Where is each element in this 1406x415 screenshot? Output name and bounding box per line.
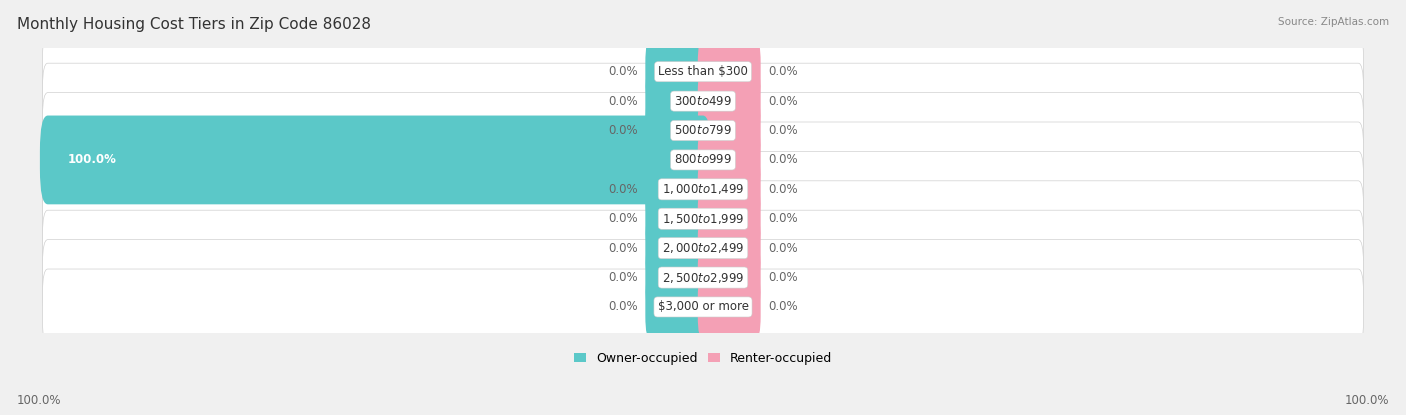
FancyBboxPatch shape — [42, 151, 1364, 227]
Text: 0.0%: 0.0% — [769, 124, 799, 137]
Text: $800 to $999: $800 to $999 — [673, 154, 733, 166]
Text: $2,500 to $2,999: $2,500 to $2,999 — [662, 271, 744, 285]
Text: 0.0%: 0.0% — [607, 65, 637, 78]
FancyBboxPatch shape — [645, 186, 709, 251]
FancyBboxPatch shape — [697, 274, 761, 339]
FancyBboxPatch shape — [42, 239, 1364, 315]
Text: 0.0%: 0.0% — [769, 212, 799, 225]
FancyBboxPatch shape — [645, 39, 709, 104]
FancyBboxPatch shape — [42, 122, 1364, 198]
Text: Less than $300: Less than $300 — [658, 65, 748, 78]
FancyBboxPatch shape — [645, 274, 709, 339]
Text: 0.0%: 0.0% — [769, 154, 799, 166]
FancyBboxPatch shape — [42, 269, 1364, 345]
FancyBboxPatch shape — [697, 68, 761, 134]
Text: 0.0%: 0.0% — [769, 271, 799, 284]
FancyBboxPatch shape — [645, 245, 709, 310]
Text: $1,500 to $1,999: $1,500 to $1,999 — [662, 212, 744, 226]
FancyBboxPatch shape — [697, 215, 761, 281]
FancyBboxPatch shape — [42, 34, 1364, 110]
Text: 100.0%: 100.0% — [67, 154, 117, 166]
FancyBboxPatch shape — [645, 157, 709, 222]
FancyBboxPatch shape — [697, 245, 761, 310]
FancyBboxPatch shape — [697, 186, 761, 251]
Text: $300 to $499: $300 to $499 — [673, 95, 733, 107]
Text: 0.0%: 0.0% — [607, 271, 637, 284]
FancyBboxPatch shape — [645, 68, 709, 134]
Text: Source: ZipAtlas.com: Source: ZipAtlas.com — [1278, 17, 1389, 27]
FancyBboxPatch shape — [645, 215, 709, 281]
Text: 0.0%: 0.0% — [607, 95, 637, 107]
FancyBboxPatch shape — [697, 39, 761, 104]
Text: $2,000 to $2,499: $2,000 to $2,499 — [662, 241, 744, 255]
FancyBboxPatch shape — [697, 98, 761, 163]
Text: $3,000 or more: $3,000 or more — [658, 300, 748, 313]
Text: $1,000 to $1,499: $1,000 to $1,499 — [662, 182, 744, 196]
Text: $500 to $799: $500 to $799 — [673, 124, 733, 137]
Text: 0.0%: 0.0% — [769, 95, 799, 107]
FancyBboxPatch shape — [697, 157, 761, 222]
FancyBboxPatch shape — [39, 115, 711, 204]
Text: 0.0%: 0.0% — [769, 183, 799, 196]
FancyBboxPatch shape — [42, 63, 1364, 139]
FancyBboxPatch shape — [645, 98, 709, 163]
Legend: Owner-occupied, Renter-occupied: Owner-occupied, Renter-occupied — [568, 347, 838, 370]
Text: 0.0%: 0.0% — [769, 65, 799, 78]
Text: 0.0%: 0.0% — [769, 300, 799, 313]
FancyBboxPatch shape — [42, 210, 1364, 286]
Text: 0.0%: 0.0% — [607, 242, 637, 255]
Text: 0.0%: 0.0% — [607, 300, 637, 313]
FancyBboxPatch shape — [697, 127, 761, 193]
Text: 0.0%: 0.0% — [607, 124, 637, 137]
Text: 100.0%: 100.0% — [1344, 394, 1389, 407]
FancyBboxPatch shape — [42, 93, 1364, 168]
Text: 0.0%: 0.0% — [769, 242, 799, 255]
FancyBboxPatch shape — [42, 181, 1364, 256]
Text: Monthly Housing Cost Tiers in Zip Code 86028: Monthly Housing Cost Tiers in Zip Code 8… — [17, 17, 371, 32]
Text: 0.0%: 0.0% — [607, 212, 637, 225]
Text: 0.0%: 0.0% — [607, 183, 637, 196]
Text: 100.0%: 100.0% — [17, 394, 62, 407]
